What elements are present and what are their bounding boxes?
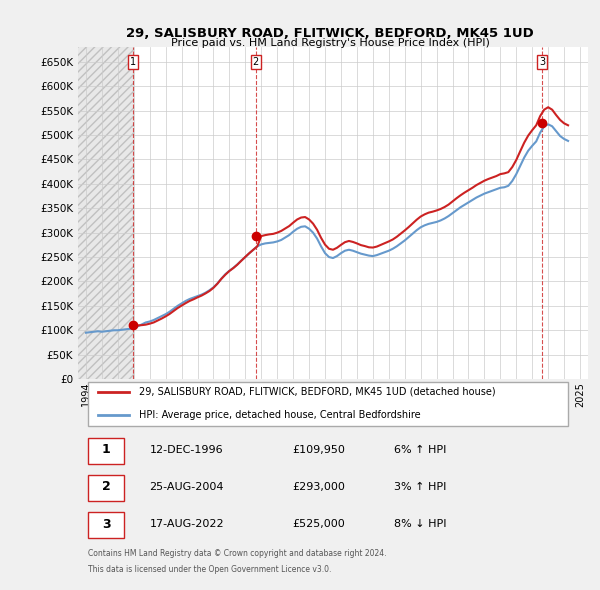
- Text: 3: 3: [102, 517, 110, 530]
- Text: 17-AUG-2022: 17-AUG-2022: [149, 519, 224, 529]
- Text: £525,000: £525,000: [292, 519, 345, 529]
- Text: 12-DEC-1996: 12-DEC-1996: [149, 445, 223, 455]
- FancyBboxPatch shape: [88, 476, 124, 501]
- FancyBboxPatch shape: [88, 513, 124, 538]
- Text: 2: 2: [101, 480, 110, 493]
- Text: Price paid vs. HM Land Registry's House Price Index (HPI): Price paid vs. HM Land Registry's House …: [170, 38, 490, 48]
- Text: 1: 1: [101, 443, 110, 456]
- Text: HPI: Average price, detached house, Central Bedfordshire: HPI: Average price, detached house, Cent…: [139, 410, 421, 420]
- Text: £293,000: £293,000: [292, 482, 345, 492]
- Text: 1: 1: [130, 57, 136, 67]
- Text: 29, SALISBURY ROAD, FLITWICK, BEDFORD, MK45 1UD (detached house): 29, SALISBURY ROAD, FLITWICK, BEDFORD, M…: [139, 386, 496, 396]
- Text: 2: 2: [253, 57, 259, 67]
- Text: £109,950: £109,950: [292, 445, 345, 455]
- Text: 6% ↑ HPI: 6% ↑ HPI: [394, 445, 446, 455]
- Text: 3: 3: [539, 57, 545, 67]
- Text: 3% ↑ HPI: 3% ↑ HPI: [394, 482, 446, 492]
- Text: 8% ↓ HPI: 8% ↓ HPI: [394, 519, 446, 529]
- Text: 25-AUG-2004: 25-AUG-2004: [149, 482, 224, 492]
- FancyBboxPatch shape: [88, 382, 568, 427]
- FancyBboxPatch shape: [88, 438, 124, 464]
- Text: Contains HM Land Registry data © Crown copyright and database right 2024.: Contains HM Land Registry data © Crown c…: [88, 549, 387, 558]
- Text: 29, SALISBURY ROAD, FLITWICK, BEDFORD, MK45 1UD: 29, SALISBURY ROAD, FLITWICK, BEDFORD, M…: [126, 27, 534, 40]
- Text: This data is licensed under the Open Government Licence v3.0.: This data is licensed under the Open Gov…: [88, 565, 332, 575]
